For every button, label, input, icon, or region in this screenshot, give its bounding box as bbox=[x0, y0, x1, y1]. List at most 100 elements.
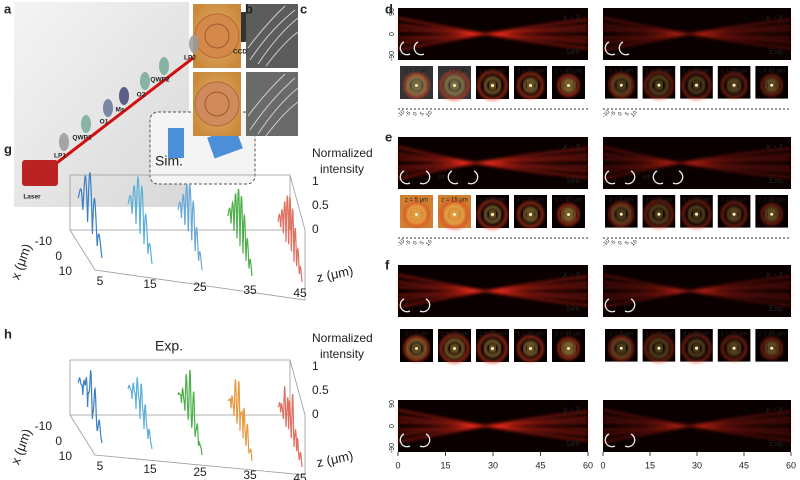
beam bbox=[397, 421, 589, 431]
slice-ring bbox=[727, 78, 741, 93]
label: x - z bbox=[562, 12, 580, 22]
beam bbox=[397, 421, 589, 431]
beam bbox=[397, 274, 589, 306]
slice-core bbox=[453, 347, 456, 350]
slice-core bbox=[695, 83, 698, 87]
label: 30 bbox=[488, 460, 498, 470]
label: 45 bbox=[535, 460, 545, 470]
label: 0 bbox=[600, 460, 605, 470]
profile-curve bbox=[177, 182, 203, 271]
label: z = 35 μm bbox=[517, 198, 544, 204]
label: z = 5 μm bbox=[405, 332, 428, 338]
label: 45 bbox=[293, 286, 307, 300]
slice-ring bbox=[765, 78, 779, 92]
beam bbox=[397, 154, 589, 173]
profile-curve bbox=[127, 376, 153, 450]
profile-curve bbox=[277, 195, 303, 283]
label: 1 bbox=[312, 359, 319, 373]
slice-ring bbox=[440, 200, 469, 229]
polarization-icon bbox=[652, 170, 664, 185]
beam-glow bbox=[397, 146, 589, 180]
slice-ring bbox=[411, 209, 422, 220]
beam bbox=[602, 286, 792, 296]
label: 0 bbox=[617, 111, 623, 117]
optic bbox=[159, 57, 169, 75]
slice-ring bbox=[761, 337, 783, 359]
label: Laser bbox=[23, 194, 41, 201]
slice-ring bbox=[477, 199, 508, 230]
label: 0 bbox=[389, 424, 396, 428]
label: z = 35 μm bbox=[721, 198, 748, 204]
slice-ring bbox=[692, 81, 701, 89]
label: x (μm) bbox=[8, 242, 35, 282]
slice-ring bbox=[484, 206, 501, 223]
slice-core bbox=[453, 213, 456, 216]
label: z = 15 μm bbox=[441, 332, 468, 338]
label: Sim. bbox=[566, 304, 582, 313]
slice-ring bbox=[765, 207, 779, 221]
label: z = 45 μm bbox=[555, 332, 582, 338]
slice-ring bbox=[407, 339, 426, 358]
slice-ring bbox=[411, 80, 422, 91]
slice-ring bbox=[561, 78, 576, 93]
beam-glow bbox=[397, 409, 589, 443]
slice-ring bbox=[721, 201, 747, 228]
label: 90 bbox=[389, 8, 396, 16]
slice-core bbox=[415, 213, 418, 216]
optic bbox=[81, 115, 91, 133]
polarization-icon bbox=[399, 433, 411, 448]
slice-ring bbox=[445, 76, 464, 95]
beam-glow bbox=[397, 274, 589, 308]
label: z = 15 μm bbox=[646, 332, 673, 338]
label: O1 bbox=[100, 119, 109, 126]
label: or bbox=[643, 172, 650, 181]
label: 90 bbox=[389, 400, 396, 408]
axes-box bbox=[69, 174, 306, 476]
beam bbox=[602, 153, 792, 172]
label: Sim. bbox=[155, 153, 183, 169]
label: z = 5 μm bbox=[405, 198, 428, 204]
beam bbox=[397, 409, 589, 441]
label: -10 bbox=[601, 238, 611, 248]
label: z = 15 μm bbox=[441, 69, 468, 75]
label: z = 45 μm bbox=[555, 69, 582, 75]
label: z (μm) bbox=[315, 448, 354, 470]
beam bbox=[602, 274, 792, 306]
optic bbox=[59, 133, 69, 151]
polarization-icon bbox=[624, 170, 636, 185]
label: Sim. bbox=[566, 439, 582, 448]
polarization-icon bbox=[447, 170, 459, 185]
label: 45 bbox=[739, 460, 749, 470]
label: 10 bbox=[59, 264, 73, 278]
label: -5 bbox=[404, 110, 412, 118]
label: Exp. bbox=[769, 176, 785, 185]
label: z = 5 μm bbox=[405, 69, 428, 75]
polarization-icon bbox=[604, 298, 616, 313]
label: z = 45 μm bbox=[555, 198, 582, 204]
slice-ring bbox=[407, 76, 426, 95]
slice-ring bbox=[411, 343, 422, 354]
label: 0.5 bbox=[312, 383, 329, 397]
beam bbox=[397, 24, 589, 43]
label: 0 bbox=[55, 249, 62, 263]
label: Exp. bbox=[769, 47, 785, 56]
slice-ring bbox=[608, 335, 634, 361]
beam bbox=[397, 29, 589, 39]
label: CCD bbox=[233, 49, 247, 56]
label: 45 bbox=[293, 471, 307, 480]
slice-core bbox=[491, 213, 494, 216]
label: 5 bbox=[624, 240, 630, 246]
label: 60 bbox=[786, 460, 796, 470]
slice-core bbox=[529, 213, 532, 216]
label: x - z bbox=[562, 269, 580, 279]
label: 15 bbox=[143, 462, 157, 476]
beam bbox=[602, 282, 792, 301]
slice-ring bbox=[730, 344, 738, 352]
label: 15 bbox=[143, 277, 157, 291]
polarization-icon bbox=[672, 170, 684, 185]
label: -10 bbox=[396, 109, 406, 119]
metasurface-ring bbox=[204, 91, 230, 117]
slice-core bbox=[732, 83, 736, 87]
slice-ring bbox=[403, 72, 430, 99]
polarization-icon bbox=[624, 298, 636, 313]
